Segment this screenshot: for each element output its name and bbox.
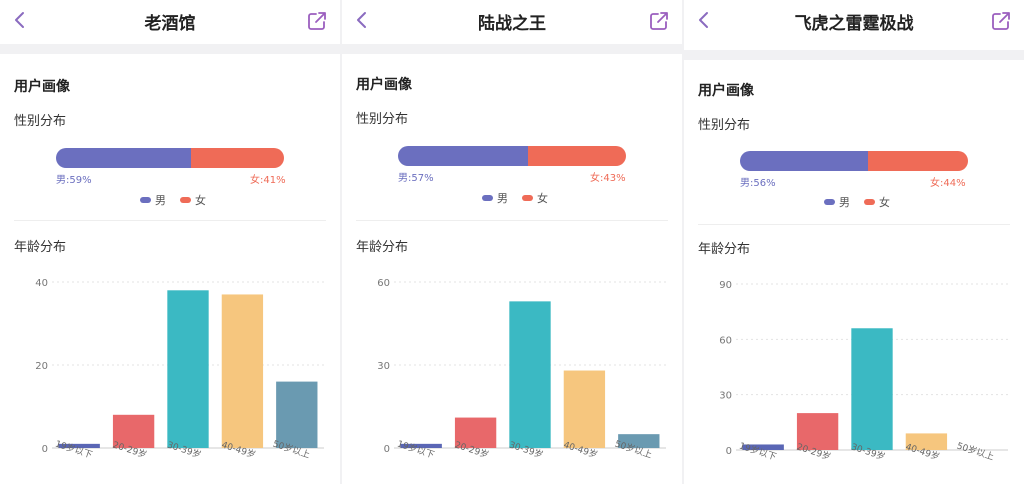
- gender-bar-female: [527, 146, 626, 166]
- section-title: 用户画像: [698, 83, 754, 99]
- bar: [400, 443, 442, 448]
- divider: [14, 220, 326, 221]
- column-separator: [340, 0, 342, 484]
- y-tick-label: 20: [35, 361, 48, 372]
- legend-male-swatch: [824, 199, 835, 205]
- bar: [563, 370, 606, 448]
- age-title: 年龄分布: [14, 240, 67, 255]
- page-title: 老酒馆: [144, 14, 196, 34]
- gender-bar-male: [740, 151, 868, 171]
- gender-title: 性别分布: [698, 118, 751, 133]
- legend-male-swatch: [482, 195, 493, 201]
- y-tick-label: 60: [719, 335, 732, 346]
- legend-male-label: 男: [155, 194, 166, 207]
- bar: [221, 294, 264, 448]
- share-icon[interactable]: [990, 10, 1012, 32]
- bar: [742, 444, 784, 450]
- panel-2: 陆战之王 用户画像 性别分布 男:57% 女:43% 男 女 年龄分布 0 30 6…: [342, 0, 682, 484]
- share-icon[interactable]: [648, 10, 670, 32]
- gender-legend: 男 女: [482, 190, 562, 206]
- bar: [58, 443, 100, 448]
- section-separator: [0, 44, 340, 54]
- y-tick-label: 60: [377, 278, 390, 289]
- divider: [698, 224, 1010, 225]
- legend-male-label: 男: [497, 192, 508, 205]
- gender-title: 性别分布: [356, 112, 409, 127]
- nav-header: 陆战之王: [342, 0, 682, 42]
- legend-male-swatch: [140, 197, 151, 203]
- page-title: 陆战之王: [478, 14, 546, 34]
- column-separator: [682, 0, 684, 484]
- section-separator: [342, 44, 682, 54]
- legend-male-label: 男: [839, 196, 850, 209]
- y-tick-label: 0: [42, 444, 48, 455]
- bar: [276, 381, 318, 448]
- x-tick-label: 19岁以下: [738, 440, 778, 463]
- bar: [112, 414, 155, 448]
- female-percent-label: 女:43%: [590, 173, 626, 184]
- bar: [796, 413, 839, 450]
- section-separator: [684, 50, 1024, 60]
- back-icon[interactable]: [10, 9, 32, 31]
- gender-bar-female: [190, 148, 284, 168]
- y-tick-label: 0: [726, 446, 732, 457]
- male-percent-label: 男:56%: [740, 178, 776, 189]
- age-title: 年龄分布: [356, 240, 409, 255]
- y-tick-label: 0: [384, 444, 390, 455]
- female-percent-label: 女:44%: [930, 178, 966, 189]
- legend-female-swatch: [864, 199, 875, 205]
- legend-female-label: 女: [537, 192, 548, 205]
- bar: [167, 290, 209, 448]
- gender-bar: [740, 151, 968, 171]
- page-title: 飞虎之雷霆极战: [794, 14, 914, 34]
- back-icon[interactable]: [352, 9, 374, 31]
- y-tick-label: 90: [719, 280, 732, 291]
- legend-female-label: 女: [879, 196, 890, 209]
- x-tick-label: 19岁以下: [396, 438, 436, 461]
- y-tick-label: 40: [35, 278, 48, 289]
- x-tick-label: 50岁以上: [955, 440, 995, 463]
- panel-1: 老酒馆 用户画像 性别分布 男:59% 女:41% 男 女 年龄分布 0 20 40…: [0, 0, 340, 484]
- bar: [509, 301, 551, 448]
- bar: [618, 434, 660, 448]
- gender-bar-male: [398, 146, 528, 166]
- section-title: 用户画像: [356, 77, 412, 93]
- female-percent-label: 女:41%: [250, 175, 286, 186]
- legend-female-swatch: [180, 197, 191, 203]
- nav-header: 老酒馆: [0, 0, 340, 42]
- legend-female-swatch: [522, 195, 533, 201]
- gender-bar-male: [56, 148, 191, 168]
- bar: [905, 433, 948, 450]
- male-percent-label: 男:57%: [398, 173, 434, 184]
- gender-title: 性别分布: [14, 114, 67, 129]
- male-percent-label: 男:59%: [56, 175, 92, 186]
- gender-legend: 男 女: [140, 192, 220, 208]
- section-title: 用户画像: [14, 79, 70, 95]
- panel-3: 飞虎之雷霆极战 用户画像 性别分布 男:56% 女:44% 男 女 年龄分布 0…: [684, 0, 1024, 484]
- bar: [851, 328, 893, 450]
- gender-bar-female: [867, 151, 968, 171]
- divider: [356, 220, 668, 221]
- nav-header: 飞虎之雷霆极战: [684, 0, 1024, 42]
- gender-bar: [56, 148, 284, 168]
- age-title: 年龄分布: [698, 242, 751, 257]
- x-tick-label: 19岁以下: [54, 438, 94, 461]
- gender-legend: 男 女: [824, 194, 904, 210]
- share-icon[interactable]: [306, 10, 328, 32]
- y-tick-label: 30: [719, 391, 732, 402]
- back-icon[interactable]: [694, 9, 716, 31]
- gender-bar: [398, 146, 626, 166]
- y-tick-label: 30: [377, 361, 390, 372]
- bar: [454, 417, 497, 448]
- legend-female-label: 女: [195, 194, 206, 207]
